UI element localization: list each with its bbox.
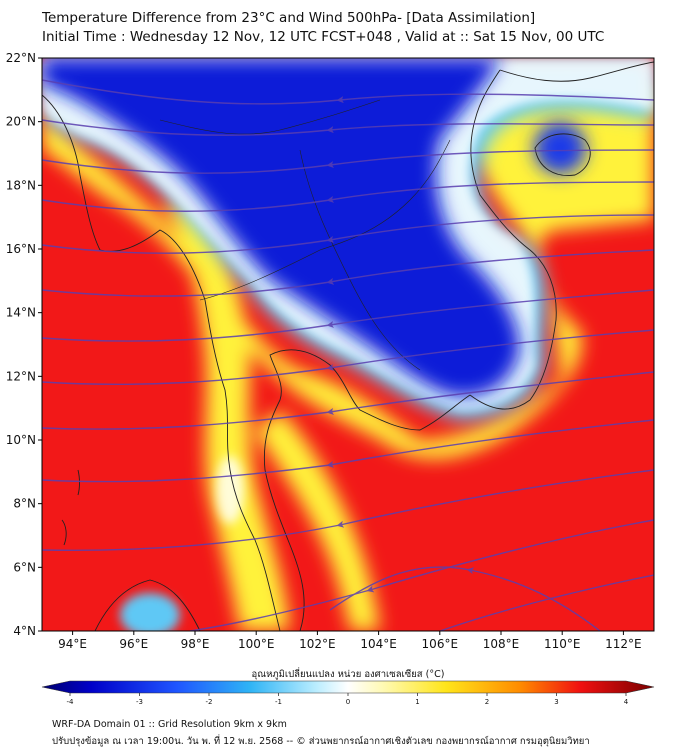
lat-tick-label: 16°N [6,242,36,256]
colorbar-ticks: -4 -3 -2 -1 0 1 2 3 4 [67,693,629,706]
colorbar-tick-label: 3 [554,698,558,706]
warm-band-north [42,75,654,459]
lon-tick-label: 102°E [299,637,336,651]
map-subtitle: Initial Time : Wednesday 12 Nov, 12 UTC … [42,29,605,45]
lat-tick-label: 14°N [6,306,36,320]
colorbar-tick-label: 0 [346,698,350,706]
warm-band-west [160,200,290,631]
lon-tick-label: 96°E [119,637,148,651]
lat-tick-label: 10°N [6,433,36,447]
streamline [439,574,654,631]
colorbar-tick-label: -1 [275,698,282,706]
cold-core [42,58,520,397]
lon-tick-label: 100°E [238,637,275,651]
streamline [42,419,654,483]
colorbar-tick-label: -2 [206,698,213,706]
colorbar: อุณหภูมิเปลี่ยนแปลง หน่วย องศาเซลเซียส (… [41,667,655,706]
streamline [42,149,654,174]
lat-tick-label: 18°N [6,178,36,192]
coastline-vietnam [469,69,557,410]
temperature-field [42,58,654,631]
streamline [42,181,654,212]
warm-band-south [255,410,380,631]
border-inland-1 [199,139,451,301]
footer-model-info: WRF-DA Domain 01 :: Grid Resolution 9km … [52,719,287,730]
streamline [189,519,654,631]
andaman-islands [61,469,80,546]
sumatra-coast [94,579,201,631]
lat-tick-label: 22°N [6,51,36,65]
streamline [42,289,654,342]
lon-tick-label: 106°E [422,637,459,651]
plot-frame [41,57,655,632]
lat-tick-label: 6°N [13,560,36,574]
longitude-axis: 94°E 96°E 98°E 100°E 102°E 104°E 106°E 108°E 110… [58,631,642,651]
colorbar-label: อุณหภูมิเปลี่ยนแปลง หน่วย องศาเซลเซียส (… [252,667,445,680]
hainan-island [534,133,591,176]
colorbar-tick-label: -3 [136,698,143,706]
coastline-myanmar [42,94,281,631]
colorbar-tick-label: -4 [67,698,75,706]
latitude-axis: 4°N 6°N 8°N 10°N 12°N 14°N 16°N 18°N 20°N 22°N [6,51,42,638]
colorbar-tick-label: 1 [415,698,419,706]
streamline [42,79,654,105]
coastline-china [499,61,654,82]
streamline [42,371,654,430]
streamline [42,329,654,386]
streamline [42,214,654,254]
lat-tick-label: 4°N [13,624,36,638]
streamline [329,566,601,631]
cool-spot-andaman [120,593,180,631]
lon-tick-label: 112°E [605,637,642,651]
streamline [42,249,654,297]
lon-tick-label: 98°E [181,637,210,651]
lon-tick-label: 110°E [544,637,581,651]
map-title: Temperature Difference from 23°C and Win… [42,10,536,26]
colorbar-tick-label: 2 [485,698,489,706]
cold-spot-gulf [534,122,586,174]
lon-tick-label: 108°E [483,637,520,651]
border-inland-2 [299,149,421,371]
streamline [42,119,654,136]
wind-streamlines [42,79,654,631]
coastline-thai-gulf [263,349,471,631]
lat-tick-label: 8°N [13,497,36,511]
lat-tick-label: 12°N [6,369,36,383]
colorbar-gradient [41,680,655,694]
border-inland-3 [159,99,381,135]
colorbar-tick-label: 4 [624,698,629,706]
lat-tick-label: 20°N [6,115,36,129]
cool-spot-coast [216,456,244,524]
footer-credit: ปรับปรุงข้อมูล ณ เวลา 19:00น. วัน พ. ที่… [52,736,590,747]
lon-tick-label: 104°E [360,637,397,651]
streamline [42,469,654,552]
lon-tick-label: 94°E [58,637,87,651]
coastlines [42,61,654,631]
